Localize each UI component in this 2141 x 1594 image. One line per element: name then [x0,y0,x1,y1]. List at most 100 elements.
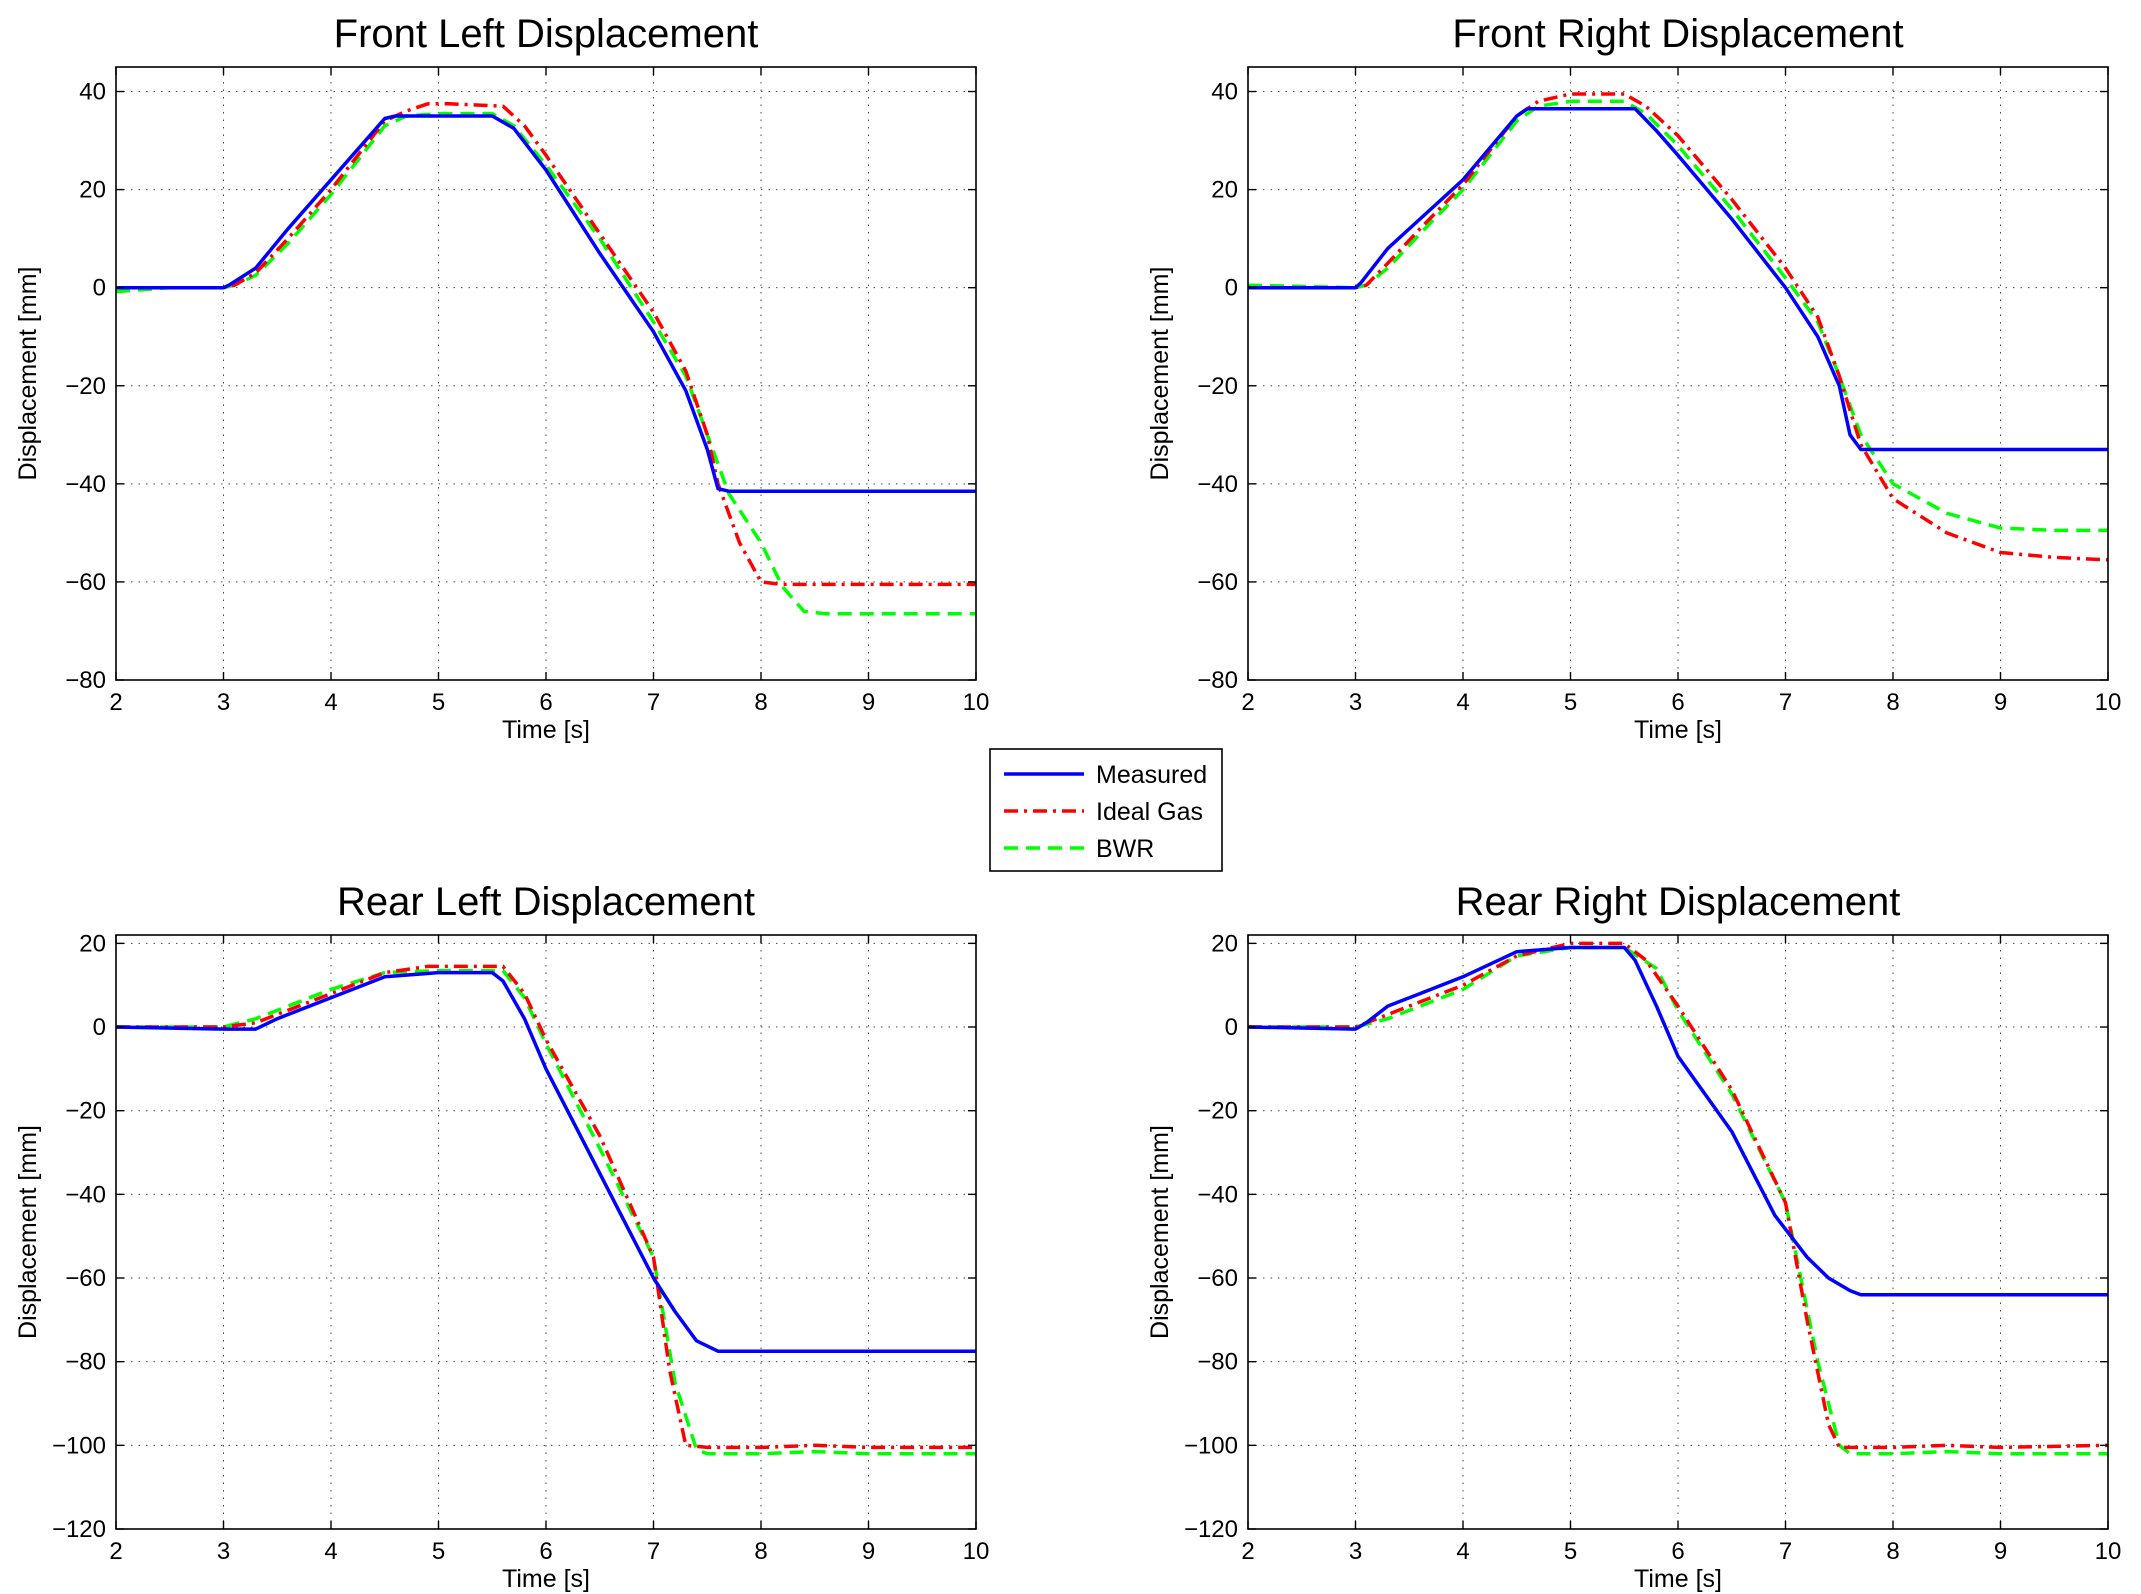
subplot-rear-left-xtick-label-6: 6 [539,1538,552,1565]
subplot-rear-right-xtick-label-5: 5 [1564,1538,1577,1565]
subplot-front-left-series [116,102,976,616]
subplot-rear-right-xlabel: Time [s] [1634,1565,1722,1593]
subplot-front-right-xtick-label-4: 4 [1456,689,1469,716]
subplot-rear-left-xlabel: Time [s] [502,1565,590,1593]
subplot-rear-right-ylabel: Displacement [mm] [1146,1125,1174,1339]
legend: Measured Ideal Gas BWR [989,748,1223,872]
subplot-front-left-xtick-label-6: 6 [539,689,552,716]
subplot-rear-left-xtick-label-4: 4 [324,1538,337,1565]
subplot-rear-left-xtick-label-3: 3 [217,1538,230,1565]
subplot-front-left-ytick-label-20: −20 [65,373,106,400]
subplot-rear-left-ytick-label-60: −60 [65,1265,106,1292]
subplot-front-left-xtick-label-5: 5 [432,689,445,716]
subplot-front-left-xtick-label-9: 9 [862,689,875,716]
legend-label-bwr: BWR [1096,835,1154,863]
subplot-rear-left-ytick-label-100: −100 [52,1432,106,1459]
subplot-rear-left-ytick-label-20: −20 [65,1098,106,1125]
legend-label-ideal-gas: Ideal Gas [1096,798,1203,826]
subplot-front-left-xtick-label-2: 2 [109,689,122,716]
subplot-rear-left-ytick-label-80: −80 [65,1349,106,1376]
subplot-rear-right-xtick-label-8: 8 [1886,1538,1899,1565]
subplot-front-right-ytick-label-20: −20 [1197,373,1238,400]
subplot-rear-left-xtick-label-2: 2 [109,1538,122,1565]
subplot-front-right-ytick-label-80: −80 [1197,667,1238,694]
subplot-rear-right-xtick-label-4: 4 [1456,1538,1469,1565]
subplot-rear-left-title: Rear Left Displacement [337,880,755,924]
subplot-rear-left-series-ideal-gas [116,964,976,1450]
subplot-front-right-xtick-label-8: 8 [1886,689,1899,716]
subplot-front-left-xtick-label-3: 3 [217,689,230,716]
subplot-front-right-ytick-label-40: 40 [1211,79,1238,106]
subplot-front-left-xtick-label-4: 4 [324,689,337,716]
subplot-rear-right-ytick-label-40: −40 [1197,1181,1238,1208]
subplot-front-left-ytick-label-40: 40 [79,79,106,106]
subplot-rear-left-series-measured [116,970,976,1353]
legend-entry-ideal-gas: Ideal Gas [1004,798,1203,826]
subplot-front-right-ytick-label-20: 20 [1211,177,1238,204]
subplot-front-right-series-measured [1248,106,2108,452]
subplot-front-right-xtick-label-3: 3 [1349,689,1362,716]
subplot-front-right-series-bwr [1248,99,2108,533]
subplot-rear-right-xtick-label-10: 10 [2095,1538,2122,1565]
subplot-rear-left-series [116,964,976,1456]
subplot-front-left-axes-background [116,67,976,680]
subplot-front-left-grid [116,67,976,680]
subplot-rear-right-xtick-label-3: 3 [1349,1538,1362,1565]
subplot-rear-left-series-bwr [116,968,976,1456]
subplot-rear-right-ticks: 2 3 4 5 6 7 8 9 10 −120 −100 −80 −60 −40 −20 0 20 [1184,930,2121,1565]
subplot-front-left-ytick-label-20: 20 [79,177,106,204]
legend-box [989,748,1223,872]
subplot-rear-left-xtick-label-10: 10 [963,1538,990,1565]
subplot-front-right: 2 3 4 5 6 7 8 9 10 −80 −60 −40 −20 0 20 40 Front Right D… [1146,12,2121,744]
subplot-front-right-xtick-label-5: 5 [1564,689,1577,716]
subplot-front-right-xtick-label-7: 7 [1779,689,1792,716]
subplot-front-left-ylabel: Displacement [mm] [14,267,42,481]
subplot-rear-right-ytick-label-80: −80 [1197,1349,1238,1376]
subplot-rear-right-axes-background [1248,935,2108,1529]
subplot-rear-left-xtick-label-7: 7 [647,1538,660,1565]
subplot-front-right-ytick-label-60: −60 [1197,569,1238,596]
subplot-front-left-xlabel: Time [s] [502,716,590,744]
subplot-rear-right-series-bwr [1248,945,2108,1456]
subplot-front-right-title: Front Right Displacement [1452,12,1903,56]
subplot-front-right-ylabel: Displacement [mm] [1146,267,1174,481]
subplot-front-right-axes-background [1248,67,2108,680]
subplot-rear-right-xtick-label-7: 7 [1779,1538,1792,1565]
subplot-rear-left-ytick-label-0: 0 [93,1014,106,1041]
subplot-front-left-xtick-label-10: 10 [963,689,990,716]
subplot-rear-right-xtick-label-9: 9 [1994,1538,2007,1565]
subplot-front-right-ytick-label-40: −40 [1197,471,1238,498]
subplot-front-left-ticks: 2 3 4 5 6 7 8 9 10 −80 −60 −40 −20 0 20 40 [65,67,989,716]
subplot-rear-left-ytick-label-40: −40 [65,1181,106,1208]
subplot-rear-right-grid [1248,935,2108,1529]
subplot-rear-right-series-measured [1248,945,2108,1297]
subplot-rear-left-xtick-label-9: 9 [862,1538,875,1565]
subplot-front-right-series-ideal-gas [1248,92,2108,562]
subplot-front-left-series-ideal-gas [116,102,976,587]
subplot-front-right-xtick-label-2: 2 [1241,689,1254,716]
legend-label-measured: Measured [1096,761,1207,789]
subplot-rear-right-ytick-label-60: −60 [1197,1265,1238,1292]
subplot-rear-right-series [1248,941,2108,1456]
subplot-rear-left-xtick-label-5: 5 [432,1538,445,1565]
subplot-front-right-ticks: 2 3 4 5 6 7 8 9 10 −80 −60 −40 −20 0 20 40 [1197,67,2121,716]
subplot-front-right-ytick-label-0: 0 [1225,275,1238,302]
subplot-front-right-series [1248,92,2108,562]
subplot-front-right-grid [1248,67,2108,680]
subplot-front-right-xlabel: Time [s] [1634,716,1722,744]
subplot-front-left-ytick-label-40: −40 [65,471,106,498]
subplot-front-left-xtick-label-7: 7 [647,689,660,716]
subplot-rear-right-series-ideal-gas [1248,941,2108,1450]
subplot-front-left-xtick-label-8: 8 [754,689,767,716]
subplot-rear-left-ytick-label-120: −120 [52,1516,106,1543]
subplot-front-left-title: Front Left Displacement [334,12,759,56]
subplot-rear-right: 2 3 4 5 6 7 8 9 10 −120 −100 −80 −60 −40 −20 0 20 Rear Ri… [1146,880,2121,1593]
subplot-rear-right-ytick-label-100: −100 [1184,1432,1238,1459]
subplot-rear-left-ytick-label-20: 20 [79,930,106,957]
subplot-front-left-ytick-label-60: −60 [65,569,106,596]
subplot-rear-right-ytick-label-20: −20 [1197,1098,1238,1125]
subplot-front-left: 2 3 4 5 6 7 8 9 10 −80 −60 −40 −20 0 20 40 Front Left Di… [14,12,989,744]
legend-entry-measured: Measured [1004,761,1207,789]
subplot-rear-right-ytick-label-120: −120 [1184,1516,1238,1543]
